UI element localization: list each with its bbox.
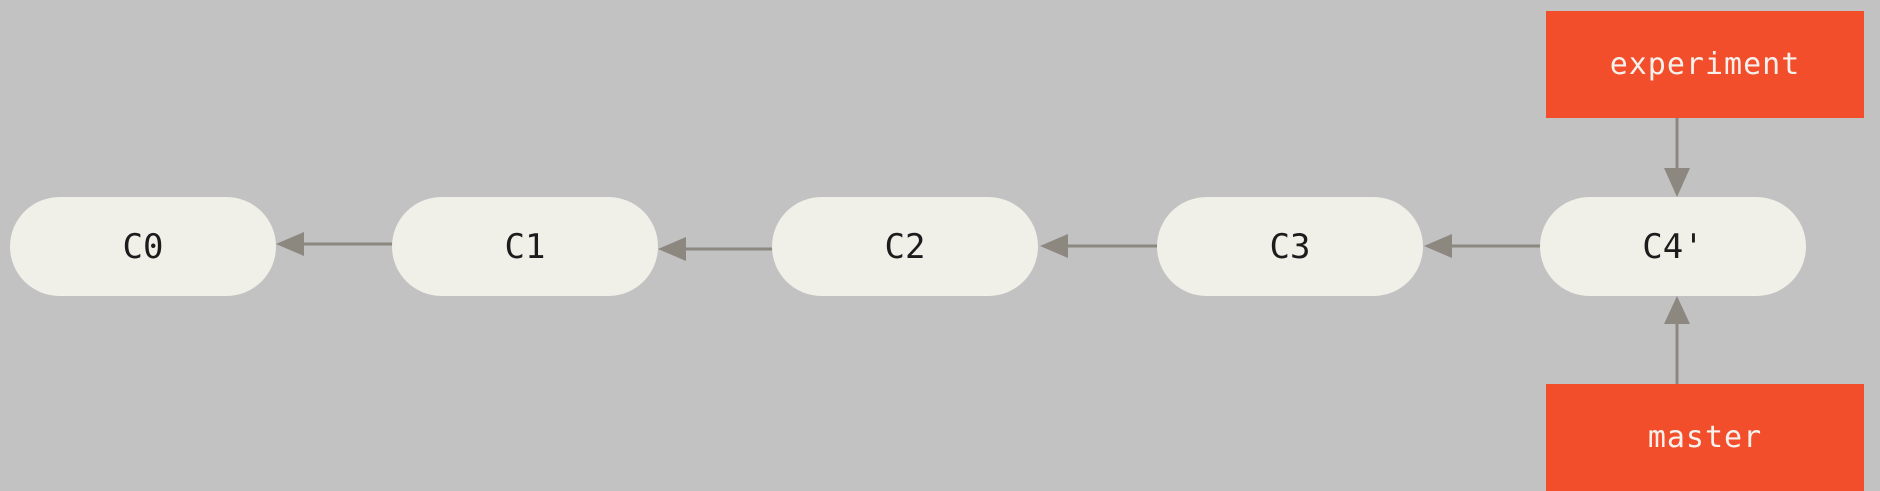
commit-label: C2 (884, 226, 926, 267)
arrowhead-c3 (1424, 234, 1452, 258)
branch-experiment: experiment (1546, 11, 1864, 118)
arrowhead-c0 (276, 232, 304, 256)
branch-label: master (1647, 420, 1763, 455)
commit-node-c2: C2 (772, 197, 1038, 296)
commit-node-c3: C3 (1157, 197, 1423, 296)
commit-node-c0: C0 (10, 197, 276, 296)
arrowhead-c4-from-master (1664, 296, 1690, 324)
arrowhead-c2 (1040, 234, 1068, 258)
commit-label: C1 (504, 226, 546, 267)
branch-master: master (1546, 384, 1864, 491)
commit-node-c1: C1 (392, 197, 658, 296)
commit-node-c4-prime: C4' (1540, 197, 1806, 296)
arrowhead-c4-from-experiment (1664, 168, 1690, 197)
arrowhead-c1 (658, 237, 686, 261)
branch-label: experiment (1609, 47, 1801, 82)
commit-label: C4' (1642, 226, 1704, 267)
commit-label: C3 (1269, 226, 1311, 267)
commit-label: C0 (122, 226, 164, 267)
